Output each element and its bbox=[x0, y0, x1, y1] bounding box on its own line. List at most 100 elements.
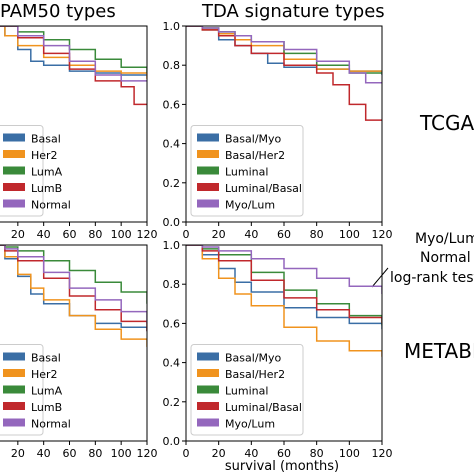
legend-label: Normal bbox=[31, 418, 71, 431]
survival-curve-myo-lum bbox=[186, 245, 382, 294]
y-tick-label: 1.0 bbox=[163, 20, 181, 33]
y-tick-label: 0.4 bbox=[163, 357, 181, 370]
legend-box bbox=[190, 125, 304, 217]
x-tick-label: 40 bbox=[37, 228, 51, 241]
panel-title-tda: TDA signature types bbox=[201, 1, 385, 22]
legend-label: Basal/Myo bbox=[225, 133, 282, 146]
x-tick-label: 60 bbox=[277, 447, 291, 460]
legend-label: Luminal bbox=[225, 385, 268, 398]
legend-swatch bbox=[3, 183, 25, 191]
legend-label: Luminal/Basal bbox=[225, 182, 302, 195]
x-tick-label: 20 bbox=[212, 228, 226, 241]
legend-label: Luminal/Basal bbox=[225, 401, 302, 414]
x-tick-label: 100 bbox=[111, 447, 132, 460]
side-label-tcga: TCGA bbox=[419, 111, 474, 135]
y-tick-label: 0.6 bbox=[163, 98, 181, 111]
survival-curve-luma bbox=[0, 245, 147, 304]
x-tick-label: 120 bbox=[372, 447, 393, 460]
x-tick-label: 120 bbox=[137, 447, 158, 460]
annotation-line-1: Myo/Lum bbox=[415, 231, 474, 247]
y-tick-label: 0.0 bbox=[163, 216, 181, 229]
legend-swatch bbox=[3, 352, 25, 361]
y-tick-label: 0.4 bbox=[163, 138, 181, 151]
legend-swatch bbox=[197, 133, 219, 142]
legend-swatch bbox=[3, 402, 25, 410]
legend-label: LumB bbox=[31, 401, 62, 414]
x-tick-label: 60 bbox=[63, 447, 77, 460]
legend-label: Her2 bbox=[31, 149, 58, 162]
legend-swatch bbox=[3, 385, 25, 394]
legend-swatch bbox=[3, 418, 25, 427]
annotation-line-2: Normal bbox=[420, 250, 471, 266]
x-tick-label: 40 bbox=[37, 447, 51, 460]
km-panel-0: 20 40 60 80 100 120 Basal Her2 LumA LumB Normal bbox=[0, 25, 158, 241]
survival-curve-normal bbox=[0, 26, 147, 82]
x-tick-label: 60 bbox=[63, 228, 77, 241]
legend-swatch bbox=[197, 385, 219, 394]
x-tick-label: 40 bbox=[244, 447, 258, 460]
legend-swatch bbox=[197, 352, 219, 361]
legend-swatch bbox=[3, 150, 25, 158]
legend-label: LumA bbox=[31, 166, 63, 179]
km-panel-3: 0 20 40 60 80 100 120 0.0 0.2 0.4 0.6 0.8 1.0 Basal/M… bbox=[163, 239, 393, 460]
y-tick-label: 0.8 bbox=[163, 278, 181, 291]
survival-curve-basal-myo bbox=[186, 245, 382, 330]
survival-curve-luminal-basal bbox=[186, 245, 382, 324]
legend: Basal/Myo Basal/Her2 Luminal Luminal/Basal M… bbox=[190, 344, 304, 436]
y-tick-label: 0.8 bbox=[163, 59, 181, 72]
legend-label: Basal/Her2 bbox=[225, 368, 285, 381]
x-tick-label: 20 bbox=[212, 447, 226, 460]
x-tick-label: 120 bbox=[137, 228, 158, 241]
x-tick-label: 80 bbox=[88, 447, 102, 460]
legend-label: LumA bbox=[31, 385, 63, 398]
legend-swatch bbox=[3, 133, 25, 142]
legend-swatch bbox=[197, 402, 219, 410]
annotation-pointer bbox=[371, 267, 389, 288]
legend-label: Basal bbox=[31, 133, 61, 146]
survival-curve-basal-her2 bbox=[186, 245, 382, 357]
panel-title-pam50: PAM50 types bbox=[0, 1, 116, 22]
curves bbox=[186, 245, 382, 357]
curves bbox=[0, 245, 147, 347]
legend-box bbox=[190, 344, 304, 436]
survival-curve-myo-lum bbox=[186, 26, 382, 84]
legend-swatch bbox=[197, 199, 219, 208]
legend-swatch bbox=[197, 369, 219, 377]
survival-curve-basal bbox=[0, 245, 147, 332]
y-tick-label: 0.2 bbox=[163, 396, 181, 409]
legend: Basal Her2 LumA LumB Normal bbox=[0, 125, 71, 217]
km-panel-2: 20 40 60 80 100 120 Basal Her2 LumA LumB Normal bbox=[0, 244, 158, 460]
legend-swatch bbox=[197, 166, 219, 175]
legend-label: Her2 bbox=[31, 368, 58, 381]
legend: Basal/Myo Basal/Her2 Luminal Luminal/Basal M… bbox=[190, 125, 304, 217]
y-tick-label: 0.0 bbox=[163, 435, 181, 448]
x-tick-label: 60 bbox=[277, 228, 291, 241]
curves bbox=[0, 26, 147, 106]
legend-label: Luminal bbox=[225, 166, 268, 179]
x-tick-label: 120 bbox=[372, 228, 393, 241]
x-axis-label: survival (months) bbox=[225, 459, 339, 474]
x-tick-label: 80 bbox=[88, 228, 102, 241]
km-panel-1: 0 20 40 60 80 100 120 0.0 0.2 0.4 0.6 0.8 1.0 Basal/M… bbox=[163, 20, 393, 241]
legend-swatch bbox=[197, 183, 219, 191]
legend-label: Basal bbox=[31, 352, 61, 365]
legend-label: Basal/Myo bbox=[225, 352, 282, 365]
legend: Basal Her2 LumA LumB Normal bbox=[0, 344, 71, 436]
legend-swatch bbox=[197, 150, 219, 158]
legend-label: Myo/Lum bbox=[225, 418, 275, 431]
panels: 20 40 60 80 100 120 Basal Her2 LumA LumB Normal 0 20… bbox=[0, 20, 393, 460]
legend-label: Normal bbox=[31, 199, 71, 212]
legend-swatch bbox=[3, 166, 25, 175]
x-tick-label: 0 bbox=[183, 447, 190, 460]
x-tick-label: 100 bbox=[339, 228, 360, 241]
y-tick-label: 0.2 bbox=[163, 177, 181, 190]
legend-swatch bbox=[3, 199, 25, 208]
side-label-metabric: METABRIC bbox=[404, 339, 474, 363]
y-tick-label: 1.0 bbox=[163, 239, 181, 252]
y-tick-label: 0.6 bbox=[163, 317, 181, 330]
legend-swatch bbox=[197, 418, 219, 427]
x-tick-label: 40 bbox=[244, 228, 258, 241]
curves bbox=[186, 26, 382, 121]
annotation-line-3: log-rank test bbox=[390, 270, 474, 286]
